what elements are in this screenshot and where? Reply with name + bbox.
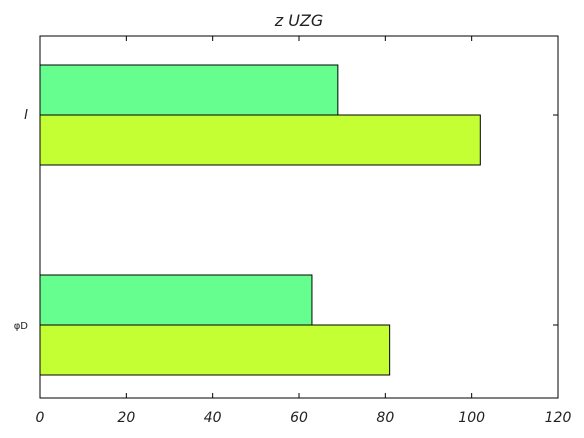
y-tick-label-0: I: [24, 108, 28, 123]
bars-group: [39, 64, 481, 376]
bar-1-series-1: [39, 324, 391, 376]
bar-0-series-1: [39, 114, 481, 166]
x-tick-label-6: 120: [545, 410, 572, 426]
chart-title: z UZG: [274, 11, 324, 30]
x-tick-label-5: 100: [458, 410, 485, 426]
bar-0-series-0: [39, 64, 339, 116]
ticks-group: IφD 0 20 40 60 80 100 120: [14, 36, 572, 426]
x-tick-label-1: 20: [117, 410, 135, 426]
x-tick-label-3: 60: [290, 410, 308, 426]
bar-1-series-0: [39, 274, 313, 326]
x-tick-label-4: 80: [376, 410, 394, 426]
y-tick-label-1: φD: [14, 321, 29, 332]
x-tick-label-0: 0: [36, 410, 45, 426]
x-tick-label-2: 40: [204, 410, 222, 426]
